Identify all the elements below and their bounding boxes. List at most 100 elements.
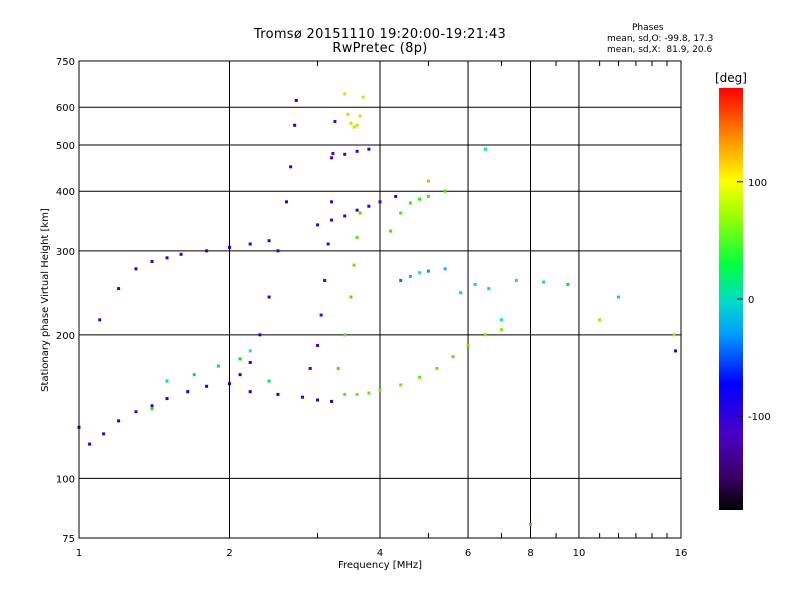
data-point	[389, 229, 393, 233]
data-point	[98, 318, 102, 322]
data-point	[228, 245, 231, 249]
data-point	[228, 382, 231, 386]
data-point	[316, 398, 320, 402]
data-point	[165, 256, 169, 260]
data-point	[276, 249, 280, 253]
data-point	[343, 392, 347, 396]
data-point	[284, 200, 288, 204]
data-point	[326, 242, 330, 246]
data-point	[418, 375, 422, 379]
data-point	[542, 280, 546, 284]
data-point	[150, 259, 154, 263]
data-point	[258, 333, 262, 337]
data-point	[566, 282, 570, 286]
data-point	[394, 194, 398, 198]
data-point	[267, 295, 271, 299]
data-point	[358, 211, 362, 215]
y-tick-label: 100	[56, 474, 75, 485]
data-point	[276, 392, 280, 396]
data-point	[418, 197, 422, 201]
y-tick-label: 300	[56, 247, 75, 258]
data-point	[330, 399, 334, 403]
data-point	[330, 218, 334, 222]
data-point	[367, 147, 371, 151]
data-point	[355, 392, 359, 396]
y-tick-label: 400	[56, 187, 75, 198]
data-point	[399, 383, 403, 387]
data-point	[399, 211, 403, 215]
data-point	[598, 318, 602, 322]
data-point	[408, 275, 412, 279]
y-axis-label: Stationary phase Virtual Height [km]	[40, 208, 51, 392]
data-point	[319, 313, 323, 317]
minor-ticks	[317, 61, 668, 538]
data-point	[500, 328, 504, 332]
data-point	[483, 333, 487, 337]
y-tick-label: 500	[56, 141, 75, 152]
data-point	[248, 390, 252, 394]
data-point	[330, 156, 334, 160]
y-tick-labels: 75 100 200 300 400 500 600 750	[56, 57, 75, 545]
data-point	[352, 125, 356, 129]
data-point	[102, 432, 106, 436]
data-point	[248, 360, 252, 364]
colorbar-ticks: 100 0 -100	[737, 178, 771, 423]
y-tick-label: 600	[56, 103, 75, 114]
colorbar-label: [deg]	[715, 71, 747, 85]
data-point	[238, 357, 242, 361]
data-point	[514, 278, 518, 282]
data-point	[408, 201, 412, 205]
data-point	[487, 287, 491, 291]
data-point	[343, 152, 347, 156]
plot-frame	[78, 60, 682, 539]
data-point	[117, 287, 121, 291]
data-point	[238, 373, 242, 377]
data-point	[343, 92, 347, 96]
x-tick-label: 2	[226, 548, 232, 559]
stats-o-mode: mean, sd,O: -99.8, 17.3	[607, 34, 714, 44]
data-point	[293, 123, 297, 127]
data-point	[355, 149, 359, 153]
x-tick-label: 10	[573, 548, 586, 559]
x-tick-label: 6	[465, 548, 471, 559]
x-axis-label: Frequency [MHz]	[338, 560, 422, 571]
data-point	[473, 282, 477, 286]
data-point	[352, 263, 356, 267]
data-point	[426, 179, 430, 183]
y-tick-label: 200	[56, 331, 75, 342]
data-point	[316, 343, 320, 347]
stats-x-mode: mean, sd,X: 81.9, 20.6	[607, 45, 713, 55]
data-point	[672, 333, 676, 337]
data-point	[355, 208, 359, 212]
data-point	[248, 242, 252, 246]
data-point	[192, 373, 196, 377]
data-point	[451, 355, 455, 359]
data-point	[267, 379, 271, 383]
data-point	[367, 391, 371, 395]
data-point	[435, 366, 439, 370]
data-point	[323, 278, 327, 282]
data-points	[77, 92, 678, 527]
data-point	[343, 214, 347, 218]
data-point	[617, 295, 621, 299]
data-point	[346, 112, 350, 116]
data-point	[466, 343, 470, 347]
data-point	[443, 267, 447, 271]
data-point	[426, 194, 430, 198]
data-point	[336, 366, 340, 370]
data-point	[308, 366, 312, 370]
x-tick-label: 16	[675, 548, 688, 559]
data-point	[205, 249, 209, 253]
data-point	[674, 349, 678, 353]
data-point	[399, 278, 403, 282]
data-point	[294, 98, 298, 102]
data-point	[248, 349, 252, 353]
data-point	[343, 333, 347, 337]
data-point	[289, 165, 293, 169]
data-point	[459, 291, 463, 295]
data-point	[179, 252, 183, 256]
colorbar-tick-label: 0	[748, 295, 754, 306]
data-point	[150, 407, 154, 411]
data-point	[267, 239, 271, 243]
